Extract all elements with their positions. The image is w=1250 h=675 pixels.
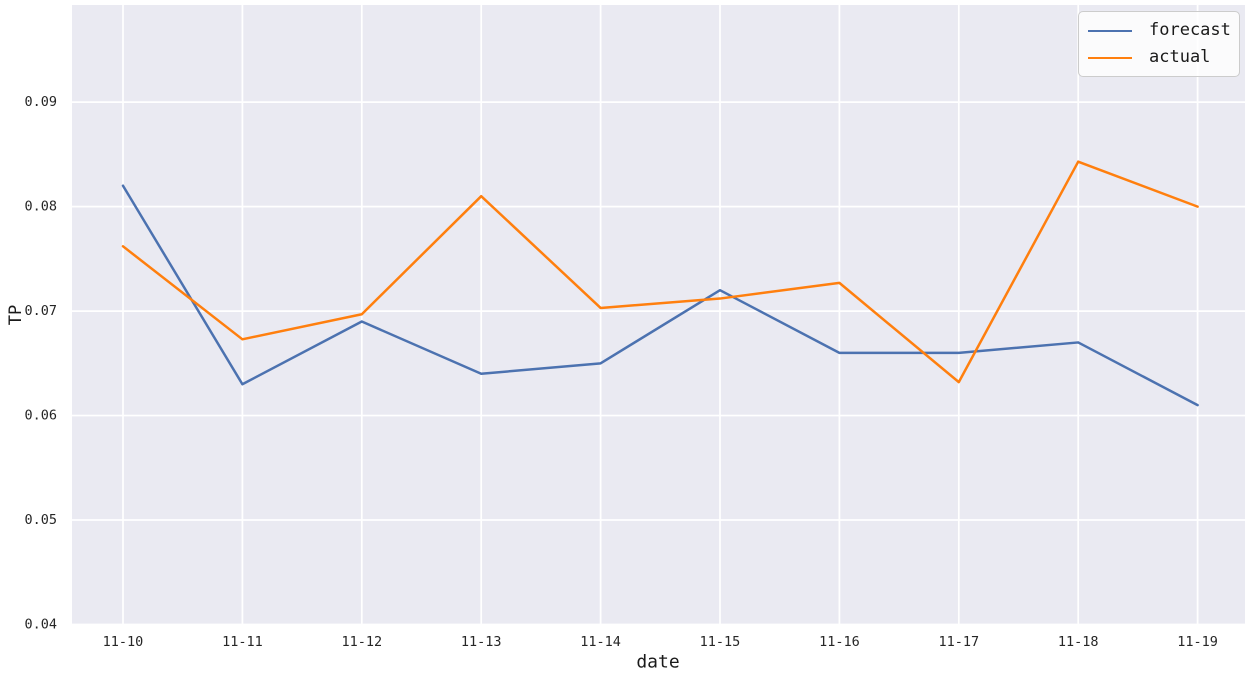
- x-tick-label: 11-11: [222, 634, 263, 650]
- y-axis-title: TP: [6, 304, 26, 326]
- x-tick-label: 11-14: [580, 634, 621, 650]
- plot-background: [72, 5, 1245, 625]
- forecast-line-swatch: [1088, 29, 1132, 32]
- y-tick-label: 0.04: [24, 617, 57, 633]
- y-tick-label: 0.08: [24, 199, 57, 215]
- x-tick-label: 11-13: [461, 634, 502, 650]
- x-tick-label: 11-10: [103, 634, 144, 650]
- x-tick-label: 11-18: [1058, 634, 1099, 650]
- x-tick-label: 11-17: [938, 634, 979, 650]
- legend-label-actual: actual: [1149, 47, 1211, 67]
- series-line-actual: [121, 160, 1199, 384]
- actual-line-swatch: [1088, 56, 1132, 59]
- legend-entry-actual: actual: [1079, 46, 1239, 70]
- x-axis-title: date: [636, 651, 680, 673]
- x-tick-label: 11-19: [1177, 634, 1218, 650]
- legend-label-forecast: forecast: [1149, 20, 1231, 40]
- y-tick-label: 0.06: [24, 408, 57, 424]
- legend: forecast actual: [1078, 11, 1240, 77]
- x-tick-label: 11-16: [819, 634, 860, 650]
- y-tick-label: 0.09: [24, 94, 57, 110]
- y-tick-label: 0.07: [24, 303, 57, 319]
- series-line-forecast: [121, 184, 1199, 407]
- x-tick-label: 11-15: [700, 634, 741, 650]
- x-tick-label: 11-12: [341, 634, 382, 650]
- legend-entry-forecast: forecast: [1079, 19, 1239, 43]
- y-tick-label: 0.05: [24, 512, 57, 528]
